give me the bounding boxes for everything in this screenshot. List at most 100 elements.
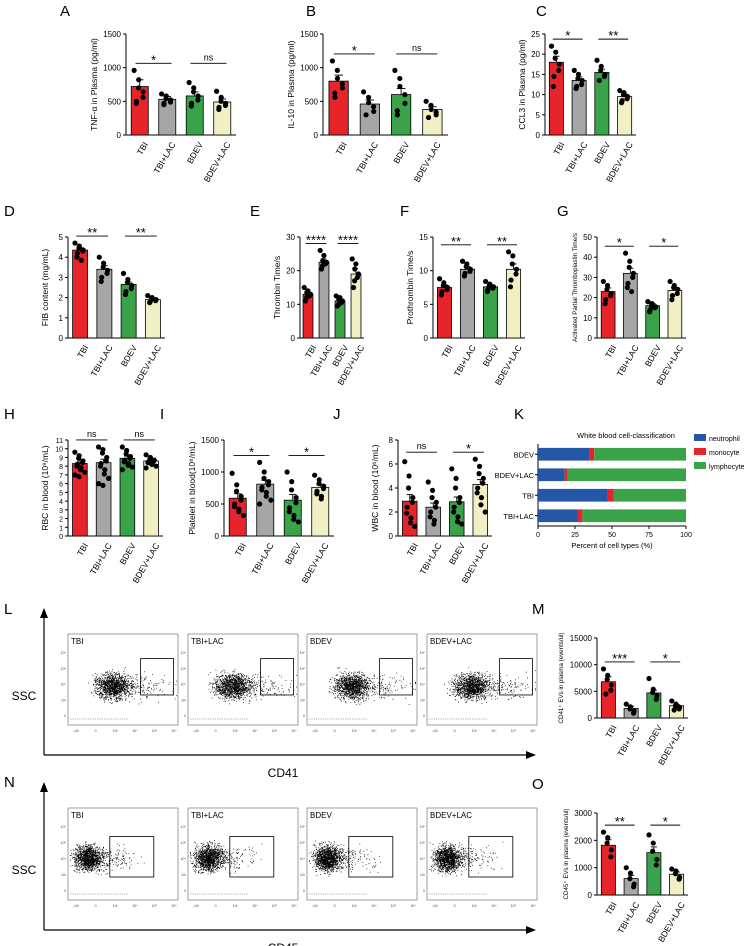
segment-lymphocyte [594, 447, 686, 461]
data-point [474, 490, 480, 496]
data-point [594, 57, 600, 63]
data-point [79, 460, 86, 466]
mini-tick: -10³ [312, 904, 319, 908]
y-tick-label: 25 [531, 30, 540, 39]
significance-label: ** [451, 234, 461, 249]
x-tick-label: 25 [571, 532, 579, 539]
mini-tick: 10³ [61, 698, 67, 702]
data-point [74, 250, 81, 256]
flow-plot-frame [306, 633, 418, 726]
data-point [669, 866, 675, 872]
flow-panel: BDEV+LAC 10⁶ 10⁵ 10⁴ 10³ 0 -10³ 0 10³ 10⁴ 10⁵ 10⁶ [420, 807, 538, 908]
y-tick-label: 0 [59, 334, 64, 343]
segment-neutrophil [538, 468, 565, 482]
data-point [449, 466, 455, 472]
data-point [428, 102, 434, 108]
data-point [490, 285, 496, 291]
panel-letter-m: M [532, 601, 545, 618]
data-point [238, 493, 244, 499]
mini-tick: 10³ [472, 729, 478, 733]
y-tick-label: 5 [59, 233, 64, 242]
data-point [571, 67, 577, 73]
data-point [603, 297, 609, 303]
segment-lymphocyte [567, 468, 686, 482]
data-point [123, 451, 129, 457]
data-point [321, 252, 327, 259]
data-point [72, 449, 78, 455]
data-point [233, 488, 240, 494]
data-point [461, 273, 468, 279]
flow-panel-title: BDEV [310, 637, 332, 646]
data-point [459, 258, 466, 264]
mini-tick: 10⁵ [420, 841, 426, 845]
data-point [397, 83, 403, 90]
y-axis-label: RBC in blood (10⁹/mL) [40, 445, 50, 531]
arrow-right-icon [526, 751, 536, 759]
data-point [314, 491, 320, 497]
y-tick-label: 0 [424, 334, 429, 343]
data-point [261, 469, 267, 475]
mini-tick: 10³ [233, 904, 239, 908]
mini-tick: 10⁵ [181, 841, 187, 845]
mini-tick: 0 [423, 714, 425, 718]
mini-tick: 10⁵ [61, 667, 67, 671]
data-point [433, 504, 439, 510]
panel-letter-i: I [160, 406, 164, 423]
data-point [119, 444, 125, 450]
data-point [452, 485, 459, 491]
mini-tick: 10⁵ [420, 667, 426, 671]
data-point [429, 495, 435, 501]
data-point [652, 305, 658, 311]
data-point [672, 703, 679, 709]
data-point [80, 248, 86, 254]
mini-tick: 10⁴ [420, 683, 426, 687]
x-tick-label: BDEV [185, 140, 205, 165]
segment-neutrophil [538, 509, 578, 523]
ssc-label: SSC [12, 863, 37, 877]
x-tick-label: TBI [551, 140, 566, 156]
data-point [392, 67, 398, 73]
significance-label: ** [497, 234, 507, 249]
mini-tick: 10⁵ [152, 904, 158, 908]
mini-tick: 10⁴ [252, 729, 258, 733]
chart-m: 0 5000 10000 15000 CD41⁺ EVs in plasma (even… [558, 633, 688, 767]
y-tick-label: 4 [59, 253, 64, 262]
data-point [76, 474, 82, 480]
panel-letter-n: N [4, 774, 15, 791]
mini-tick: 10⁵ [181, 667, 187, 671]
chart-o: 0 1000 2000 3000 CD45⁺ EVs in plasma (events… [563, 809, 688, 944]
data-point [624, 96, 630, 102]
data-point [291, 512, 297, 519]
mini-tick: 10⁵ [61, 841, 67, 845]
legend-swatch-monocyte [694, 448, 706, 455]
data-point [96, 254, 102, 260]
data-point [218, 98, 224, 104]
arrow-up-icon [40, 782, 48, 792]
data-point [334, 303, 341, 309]
data-point [650, 689, 656, 696]
mini-tick: 10³ [61, 873, 67, 877]
y-axis-label: CD41⁺ EVs in plasma (events/ul) [558, 633, 565, 724]
bar-bdev [391, 94, 412, 136]
y-tick-label: 3000 [574, 809, 592, 818]
data-point [332, 90, 338, 96]
data-point [475, 485, 481, 491]
mini-tick: 0 [423, 889, 425, 893]
mini-tick: 10⁴ [61, 683, 67, 687]
mini-tick: 0 [215, 904, 217, 908]
data-point [339, 85, 346, 91]
gate-box [468, 836, 514, 878]
data-point [229, 470, 235, 476]
data-point [263, 493, 269, 499]
data-point [671, 284, 677, 291]
data-point [675, 286, 681, 293]
significance-label: *** [612, 651, 627, 666]
y-tick-label: 10 [55, 447, 63, 454]
data-point [618, 100, 625, 106]
mini-tick: 10⁴ [491, 729, 497, 733]
significance-label: * [565, 28, 570, 43]
data-point [102, 467, 108, 473]
mini-tick: 0 [334, 729, 336, 733]
segment-monocyte [607, 488, 614, 502]
